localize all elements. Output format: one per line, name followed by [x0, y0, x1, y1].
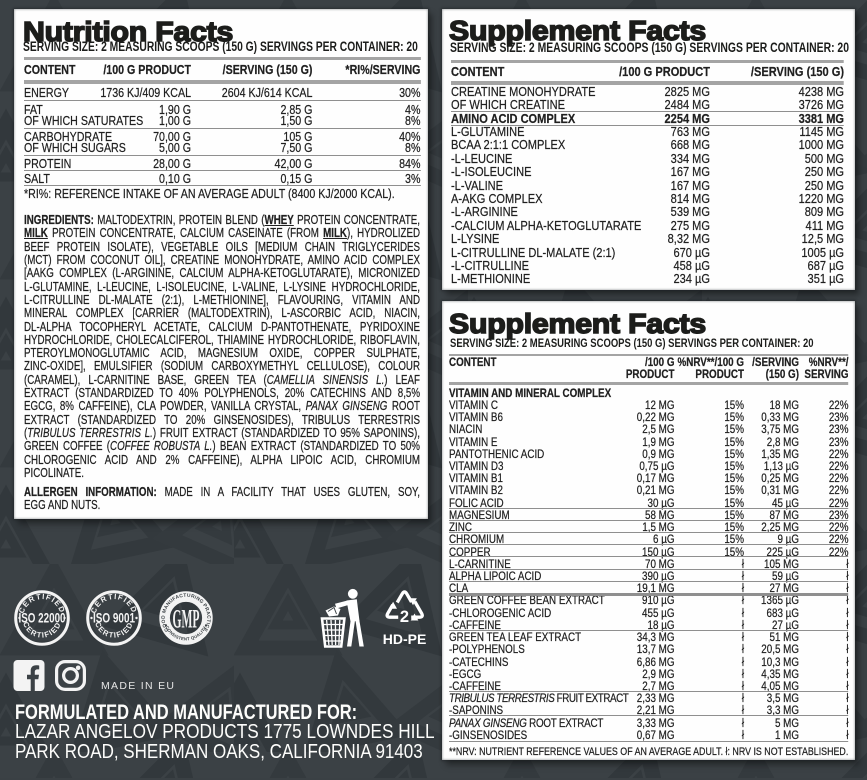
svg-text:GMP: GMP [173, 605, 200, 634]
svg-text:2: 2 [400, 608, 409, 626]
svg-text:MADE IN EU: MADE IN EU [101, 680, 175, 692]
svg-text:HD-PE: HD-PE [383, 631, 427, 647]
svg-text:ISO 9001: ISO 9001 [93, 611, 135, 626]
svg-text:ISO 22000: ISO 22000 [19, 611, 66, 626]
